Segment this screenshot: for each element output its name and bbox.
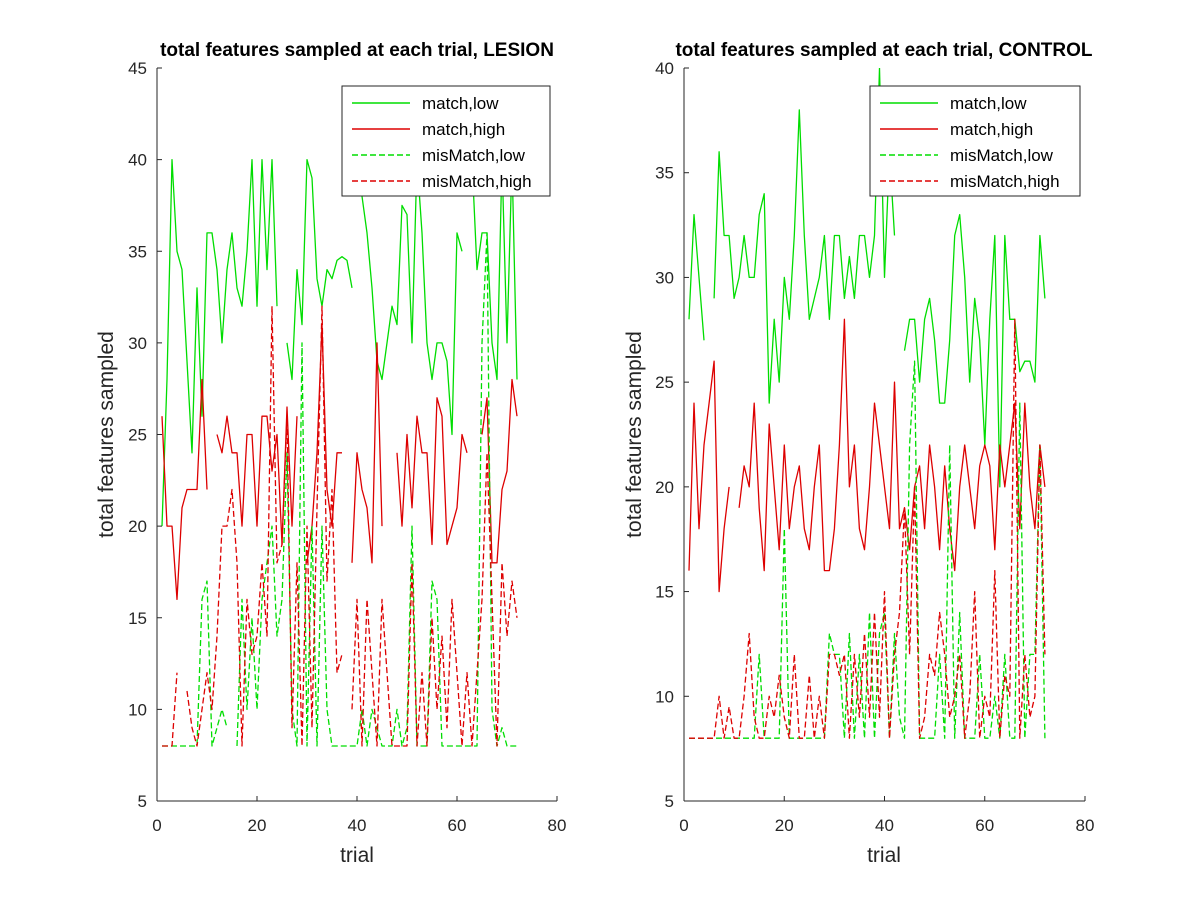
y-tick-label: 40 (128, 151, 147, 170)
y-tick-label: 20 (655, 478, 674, 497)
legend-items: match,low match,high misMatch,low misMatch,… (352, 94, 532, 191)
legend-label: misMatch,high (950, 172, 1060, 191)
series-layer (688, 68, 1046, 739)
y-tick-label: 25 (655, 373, 674, 392)
y-tick-label: 45 (128, 59, 147, 78)
series-line-mismatch-high (689, 318, 1046, 739)
x-tick-label: 80 (1076, 816, 1095, 835)
chart-lesion: 0 20 40 60 80 5 10 15 20 25 30 35 40 45 total feature… (95, 40, 566, 867)
y-tick-label: 15 (655, 583, 674, 602)
legend-label: match,high (422, 120, 505, 139)
series-line-match-high (688, 318, 1046, 593)
legend: match,low match,high misMatch,low misMatch,… (341, 85, 551, 197)
x-tick-label: 20 (248, 816, 267, 835)
y-tick-label: 15 (128, 609, 147, 628)
y-tick-label: 30 (128, 334, 147, 353)
series-layer (161, 158, 518, 747)
y-tick-label: 25 (128, 426, 147, 445)
x-axis-label: trial (867, 844, 901, 867)
x-tick-label: 20 (775, 816, 794, 835)
chart-title: total features sampled at each trial, CO… (675, 40, 1092, 61)
x-tick-label: 0 (152, 816, 161, 835)
legend-label: misMatch,low (950, 146, 1054, 165)
legend-label: misMatch,low (422, 146, 526, 165)
series-line-match-low (161, 158, 518, 527)
legend-label: match,low (422, 94, 499, 113)
y-tick-label: 30 (655, 268, 674, 287)
y-tick-label: 35 (128, 242, 147, 261)
y-tick-label: 5 (665, 792, 674, 811)
legend-box (869, 85, 1081, 197)
y-tick-label: 10 (655, 687, 674, 706)
y-axis-label: total features sampled (95, 331, 118, 538)
chart-control: 0 20 40 60 80 5 10 15 20 25 30 35 40 total features … (623, 40, 1094, 867)
y-tick-label: 35 (655, 164, 674, 183)
series-line-mismatch-high (162, 305, 518, 747)
y-tick-label: 10 (128, 700, 147, 719)
legend-label: match,low (950, 94, 1027, 113)
x-axis-label: trial (340, 844, 374, 867)
y-tick-label: 40 (655, 59, 674, 78)
y-axis-label: total features sampled (623, 331, 646, 538)
series-line-mismatch-low (689, 360, 1046, 739)
x-tick-label: 60 (975, 816, 994, 835)
legend-label: match,high (950, 120, 1033, 139)
x-tick-label: 60 (448, 816, 467, 835)
x-tick-label: 40 (875, 816, 894, 835)
legend-box (341, 85, 551, 197)
legend-label: misMatch,high (422, 172, 532, 191)
ticks-layer: 0 20 40 60 80 5 10 15 20 25 30 35 40 45 (128, 59, 566, 835)
chart-title: total features sampled at each trial, LE… (160, 40, 554, 61)
series-line-match-low (688, 68, 1046, 488)
x-tick-label: 80 (548, 816, 567, 835)
legend-items: match,low match,high misMatch,low misMatch,… (880, 94, 1060, 191)
series-line-match-high (161, 323, 518, 601)
x-tick-label: 0 (679, 816, 688, 835)
legend: match,low match,high misMatch,low misMatch,… (869, 85, 1081, 197)
y-tick-label: 5 (138, 792, 147, 811)
y-tick-label: 20 (128, 517, 147, 536)
ticks-layer: 0 20 40 60 80 5 10 15 20 25 30 35 40 (655, 59, 1094, 835)
x-tick-label: 40 (348, 816, 367, 835)
